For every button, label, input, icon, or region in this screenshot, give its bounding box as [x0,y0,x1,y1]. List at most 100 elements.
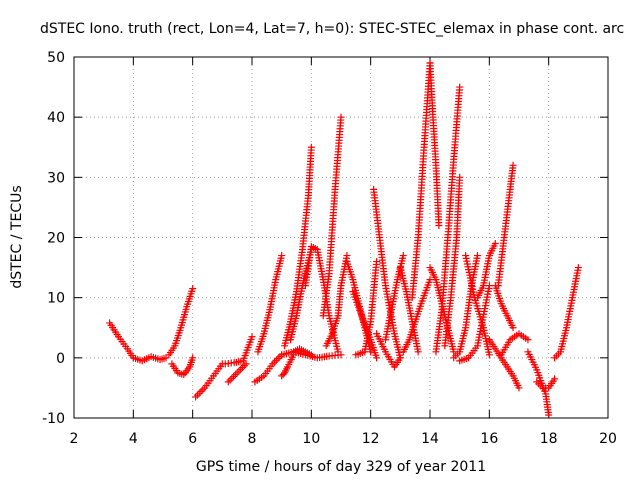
x-tick-label: 18 [540,431,558,447]
data-point [551,375,559,383]
y-tick-label: 10 [47,291,65,307]
series-arc [352,258,381,359]
data-point [435,221,443,229]
data-point [399,252,407,260]
data-point [228,374,236,382]
series-arc [533,375,559,392]
data-point [279,370,287,378]
data-point [485,282,493,290]
series-arc [254,252,286,356]
y-tick-label: 40 [47,110,65,126]
data-point [373,354,381,362]
data-point [396,354,404,362]
x-tick-label: 20 [599,431,617,447]
data-point [473,252,481,260]
y-axis-label: dSTEC / TECUs [9,185,25,288]
series-arc [462,252,493,359]
chart-title: dSTEC Iono. truth (rect, Lon=4, Lat=7, h… [40,21,624,37]
data-point [231,371,239,379]
data-point [414,348,422,356]
series-arc [473,240,499,302]
data-point [235,367,243,375]
data-point [239,363,247,371]
data-point [248,333,256,341]
data-point [195,389,203,397]
data-point [367,348,375,356]
x-tick-label: 10 [302,431,320,447]
x-tick-label: 6 [188,431,197,447]
series-arc [281,143,315,350]
series-arc [441,173,464,350]
series-arc [399,276,434,356]
data-point [426,276,434,284]
x-tick-label: 16 [480,431,498,447]
series-arc [494,161,517,290]
series-arc [370,185,404,362]
data-point [226,376,234,384]
x-tick-label: 12 [362,431,380,447]
data-point [337,351,345,359]
data-point [162,354,170,362]
data-point [485,351,493,359]
series-arc [224,360,250,386]
series-arc [408,59,434,302]
series-arc [319,113,345,320]
data-point [192,393,200,401]
series-arc [382,252,407,344]
series-arc [485,336,523,392]
series-arc [497,330,532,359]
series-arc [432,83,464,356]
data-point [197,388,205,396]
data-point [450,348,458,356]
data-point [271,358,279,366]
tick-labels: 2 4 6 8 10 12 14 16 18 20 -10 0 10 20 30 40 50 [42,50,617,447]
data-point [189,354,197,362]
series-arc [426,264,458,356]
x-tick-label: 14 [421,431,439,447]
series-arc [165,285,197,359]
data-point [456,83,464,91]
y-tick-label: 30 [47,170,65,186]
series-arc [426,59,443,229]
series-arc [106,319,170,365]
data-point [199,386,207,394]
x-tick-label: 2 [70,431,79,447]
data-point [274,354,282,362]
data-point [278,372,286,380]
series-arc [551,264,582,362]
series-arc [301,243,342,356]
data-point [574,264,582,272]
data-point [307,351,315,359]
y-tick-label: -10 [42,411,65,427]
data-point [242,360,250,368]
x-tick-label: 8 [248,431,257,447]
data-point [343,252,351,260]
data-point [491,240,499,248]
series-arc [290,345,315,359]
series-arc [192,360,226,401]
data-point [240,362,248,370]
data-point [373,258,381,266]
y-tick-label: 20 [47,231,65,247]
series-arc [251,351,286,386]
data-point [509,324,517,332]
series-arc [373,330,404,371]
data-point [233,369,241,377]
data-point [278,252,286,260]
series-arc [524,348,553,419]
y-tick-label: 0 [56,351,65,367]
series-arc [491,282,517,332]
series-arc [221,333,256,368]
grid-lines [74,57,608,418]
data-point [230,372,238,380]
series-arc [168,354,197,379]
data-point [545,411,553,419]
series-arc [278,351,298,380]
data-points [106,59,582,419]
x-tick-label: 4 [129,431,138,447]
x-axis-label: GPS time / hours of day 329 of year 2011 [196,459,486,475]
data-point [515,384,523,392]
plot-frame [73,56,609,419]
data-point [524,336,532,344]
